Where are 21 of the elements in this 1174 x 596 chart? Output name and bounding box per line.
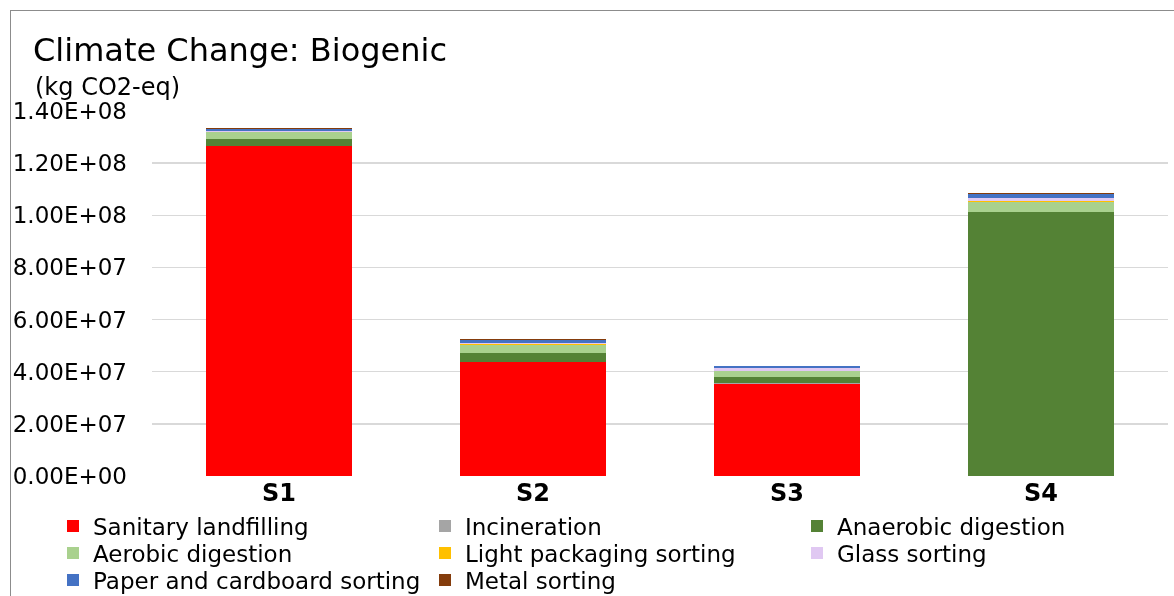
legend-label: Aerobic digestion	[93, 540, 293, 567]
legend-label: Glass sorting	[837, 540, 987, 567]
legend-label: Sanitary landfilling	[93, 513, 309, 540]
x-tick-label: S2	[516, 479, 550, 507]
x-tick-label: S3	[770, 479, 804, 507]
y-tick-label: 4.00E+07	[12, 358, 127, 385]
y-tick-label: 8.00E+07	[12, 254, 127, 281]
legend-label: Metal sorting	[465, 567, 616, 594]
chart-title: Climate Change: Biogenic	[33, 31, 447, 70]
x-tick-label: S4	[1024, 479, 1058, 507]
y-axis-title: (kg CO2-eq)	[35, 73, 181, 101]
legend-label: Light packaging sorting	[465, 540, 736, 567]
y-tick-label: 1.20E+08	[12, 150, 127, 177]
legend-label: Incineration	[465, 513, 602, 540]
y-tick-label: 6.00E+07	[12, 306, 127, 333]
legend-label: Paper and cardboard sorting	[93, 567, 421, 594]
y-tick-label: 0.00E+00	[12, 463, 127, 490]
y-tick-label: 2.00E+07	[12, 410, 127, 437]
legend-label: Anaerobic digestion	[837, 513, 1066, 540]
x-tick-label: S1	[262, 479, 296, 507]
y-tick-label: 1.00E+08	[12, 202, 127, 229]
